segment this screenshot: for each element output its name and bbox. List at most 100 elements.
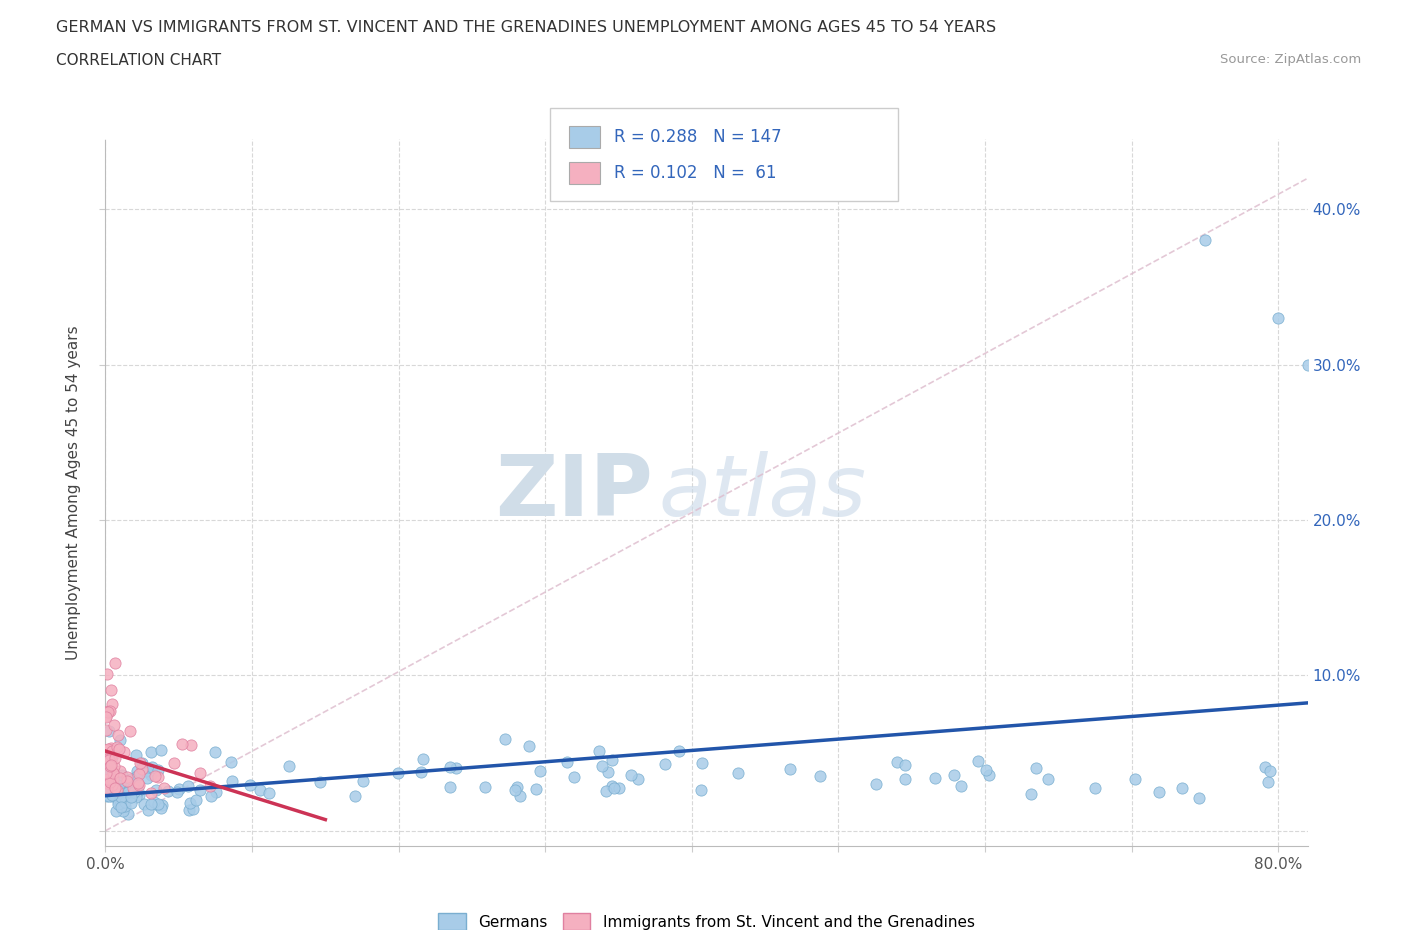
Point	[105, 739, 128, 754]
Text: GERMAN VS IMMIGRANTS FROM ST. VINCENT AND THE GRENADINES UNEMPLOYMENT AMONG AGES: GERMAN VS IMMIGRANTS FROM ST. VINCENT AN…	[56, 20, 997, 35]
Point	[503, 782, 526, 797]
Point	[620, 768, 643, 783]
Point	[97, 772, 120, 787]
Point	[249, 782, 271, 797]
Point	[205, 785, 228, 800]
Point	[104, 751, 127, 765]
Point	[125, 779, 148, 794]
Point	[117, 788, 139, 803]
Point	[103, 758, 125, 773]
Point	[146, 797, 169, 812]
Point	[100, 757, 122, 772]
Point	[1267, 311, 1289, 325]
Point	[1254, 759, 1277, 774]
Point	[1188, 790, 1211, 805]
Point	[180, 737, 202, 752]
Point	[97, 751, 120, 766]
Point	[110, 790, 132, 804]
Point	[506, 780, 529, 795]
Point	[100, 741, 122, 756]
Point	[219, 754, 242, 769]
Point	[145, 783, 167, 798]
Point	[96, 743, 118, 758]
Point	[1194, 233, 1216, 248]
Point	[122, 784, 145, 799]
Point	[444, 761, 467, 776]
Point	[107, 727, 129, 742]
Point	[200, 789, 222, 804]
Point	[100, 748, 122, 763]
Point	[98, 764, 121, 778]
Point	[689, 783, 711, 798]
Point	[221, 774, 243, 789]
Point	[108, 776, 131, 790]
Point	[101, 787, 124, 802]
Point	[110, 771, 132, 786]
Point	[128, 756, 150, 771]
Point	[865, 777, 887, 791]
Point	[598, 764, 620, 779]
Point	[96, 766, 118, 781]
Point	[977, 767, 1000, 782]
Point	[125, 764, 148, 778]
Point	[524, 782, 547, 797]
Point	[139, 767, 162, 782]
Point	[600, 778, 623, 793]
Point	[177, 803, 200, 817]
Point	[176, 778, 198, 793]
Point	[97, 752, 120, 767]
Point	[974, 763, 997, 777]
Point	[115, 774, 138, 789]
Point	[108, 785, 131, 800]
Point	[131, 762, 153, 777]
Point	[893, 772, 915, 787]
Point	[120, 790, 142, 804]
Point	[107, 770, 129, 785]
Point	[121, 781, 143, 796]
Point	[94, 710, 117, 724]
Point	[808, 768, 831, 783]
Point	[101, 697, 124, 711]
Point	[668, 743, 690, 758]
Point	[139, 797, 162, 812]
Point	[150, 797, 173, 812]
Point	[204, 745, 226, 760]
Point	[108, 764, 131, 778]
Point	[142, 794, 165, 809]
Point	[111, 767, 134, 782]
Point	[157, 783, 180, 798]
Point	[387, 766, 409, 781]
Point	[112, 745, 135, 760]
Point	[117, 807, 139, 822]
Point	[967, 753, 990, 768]
Point	[139, 745, 162, 760]
Point	[97, 705, 120, 720]
Point	[100, 749, 122, 764]
Point	[98, 774, 121, 789]
Text: ZIP: ZIP	[495, 451, 652, 535]
Point	[412, 751, 434, 766]
Point	[627, 771, 650, 786]
Point	[128, 787, 150, 802]
Point	[163, 755, 186, 770]
Point	[529, 764, 551, 779]
Point	[105, 782, 128, 797]
Text: atlas: atlas	[658, 451, 866, 535]
Point	[120, 771, 142, 786]
Text: CORRELATION CHART: CORRELATION CHART	[56, 53, 221, 68]
Point	[474, 779, 496, 794]
Point	[94, 765, 117, 780]
Point	[136, 771, 159, 786]
Point	[1084, 780, 1107, 795]
Point	[110, 733, 132, 748]
Point	[411, 764, 433, 779]
Point	[114, 799, 136, 814]
Point	[110, 799, 132, 814]
Point	[167, 782, 190, 797]
Point	[114, 773, 136, 788]
Point	[108, 792, 131, 807]
Point	[127, 783, 149, 798]
Point	[149, 801, 172, 816]
Point	[352, 773, 374, 788]
Point	[149, 743, 172, 758]
